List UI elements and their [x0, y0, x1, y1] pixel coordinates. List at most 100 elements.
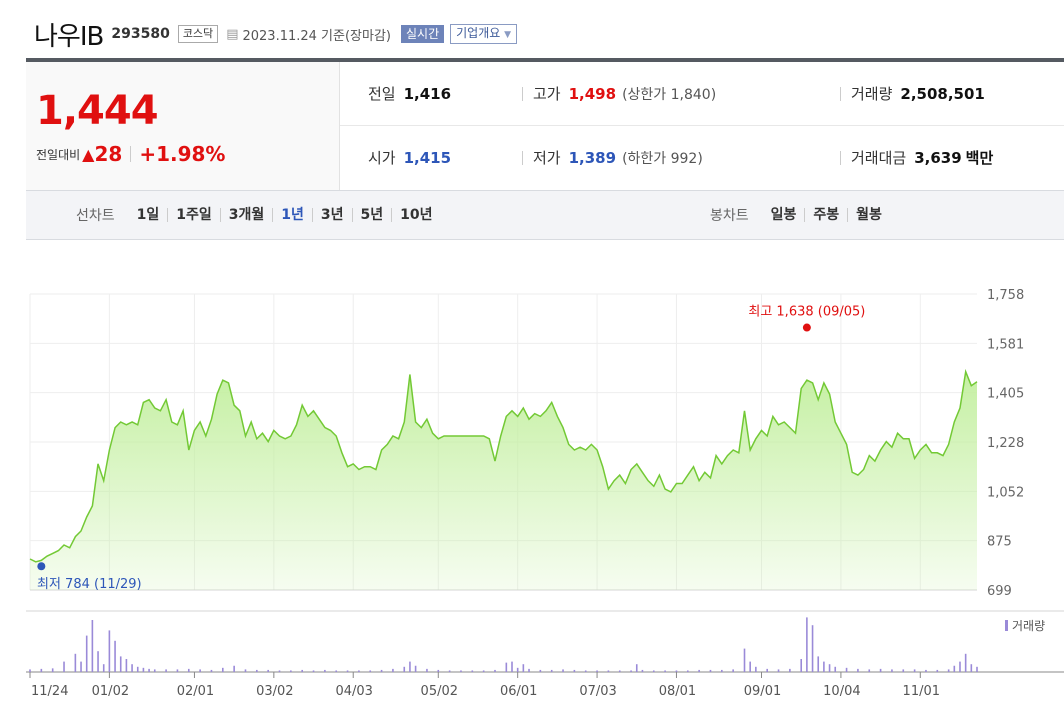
y-tick-label: 1,758 — [987, 288, 1024, 303]
price-line — [29, 368, 978, 563]
company-info-button[interactable]: 기업개요 ▼ — [450, 24, 518, 44]
price-chart: 1,758 1,581 1,405 1,228 1,052 875 699 최고 1,638… — [26, 288, 1064, 699]
caret-down-icon: ▼ — [504, 30, 512, 40]
volume-bar — [607, 670, 610, 672]
change-amount: 28 — [94, 142, 123, 166]
volume-bar — [857, 668, 859, 672]
volume-bar — [550, 669, 553, 672]
volume-bar — [630, 670, 632, 672]
y-tick-label: 1,052 — [987, 485, 1024, 500]
x-tick-label: 10/04 — [823, 684, 860, 699]
candle-monthly[interactable]: 월봉 — [847, 208, 890, 222]
period-1w[interactable]: 1주일 — [167, 208, 220, 222]
x-tick-label: 07/03 — [579, 684, 616, 699]
price-change: 전일대비 ▲ 28 +1.98% — [36, 142, 225, 166]
volume-bar — [210, 669, 213, 672]
cell-divider — [840, 150, 841, 165]
x-tick-label: 05/02 — [421, 684, 458, 699]
volume-bar — [91, 620, 94, 672]
volume-bar — [721, 669, 723, 672]
volume-bar — [584, 670, 587, 672]
candle-daily[interactable]: 일봉 — [770, 207, 797, 223]
prev-close-cell: 전일 1,416 — [368, 62, 451, 125]
volume-bar — [618, 670, 621, 672]
volume-bar — [222, 667, 224, 672]
high-point-marker — [802, 323, 811, 332]
price-stats: 전일 1,416 고가 1,498 (상한가 1,840) 거래량 2,508,… — [340, 62, 1064, 190]
period-3m[interactable]: 3개월 — [219, 208, 273, 222]
volume-bar — [539, 669, 542, 672]
realtime-button[interactable]: 실시간 — [401, 25, 445, 43]
volume-bar — [664, 670, 666, 672]
volume-bar — [153, 669, 156, 672]
volume-bar — [976, 666, 978, 672]
lower-limit: (하한가 992) — [622, 150, 703, 167]
volume-legend-label: 거래량 — [1012, 619, 1045, 633]
y-tick-label: 1,405 — [987, 387, 1024, 402]
trade-value-cell: 거래대금 3,639 백만 — [840, 126, 993, 189]
volume-bar — [165, 669, 167, 672]
volume-bar — [369, 670, 372, 672]
volume-bar — [811, 625, 814, 672]
change-label: 전일대비 — [36, 147, 81, 162]
volume-bar — [448, 670, 451, 672]
volume-bar — [142, 667, 145, 672]
volume-bar — [312, 670, 315, 672]
volume-bar — [63, 661, 65, 672]
volume-cell: 거래량 2,508,501 — [840, 62, 985, 125]
period-1y[interactable]: 1년 — [272, 208, 312, 222]
open-label: 시가 — [368, 149, 396, 167]
x-tick-label: 08/01 — [659, 684, 696, 699]
low-annotation: 최저 784 (11/29) — [37, 577, 142, 592]
x-tick-label: 03/02 — [256, 684, 293, 699]
y-tick-label: 1,228 — [987, 436, 1024, 451]
volume-bar — [879, 668, 882, 672]
volume-bar — [511, 661, 513, 672]
volume-bar — [806, 617, 808, 672]
volume-bar — [114, 640, 116, 672]
volume-bar — [471, 670, 474, 672]
volume-value: 2,508,501 — [900, 84, 985, 103]
volume-bar — [267, 669, 269, 672]
calendar-icon: ▤ — [226, 26, 239, 42]
volume-bar — [596, 670, 598, 672]
volume-bar — [828, 664, 831, 672]
period-1d[interactable]: 1일 — [136, 207, 160, 223]
volume-bar — [749, 661, 751, 672]
x-tick-label: 01/02 — [92, 684, 129, 699]
open-value: 1,415 — [403, 148, 452, 167]
volume-bar — [953, 665, 956, 672]
line-chart-label: 선차트 — [76, 208, 115, 224]
y-tick-label: 699 — [987, 584, 1012, 599]
volume-bar — [392, 668, 394, 672]
period-5y[interactable]: 5년 — [351, 208, 392, 222]
volume-bar — [573, 669, 576, 672]
candle-weekly[interactable]: 주봉 — [804, 208, 847, 222]
volume-bar — [414, 665, 417, 672]
volume-bar — [97, 651, 99, 672]
volume-bar — [51, 668, 54, 672]
high-label: 고가 — [533, 85, 561, 103]
volume-bar — [74, 653, 77, 672]
date-text: 2023.11.24 기준(장마감) — [242, 28, 391, 44]
volume-bar — [437, 669, 440, 672]
period-10y[interactable]: 10년 — [391, 208, 440, 222]
period-3y[interactable]: 3년 — [311, 208, 352, 222]
header-divider — [26, 58, 1064, 62]
prev-close-label: 전일 — [368, 85, 396, 103]
high-cell: 고가 1,498 (상한가 1,840) — [522, 62, 716, 125]
x-tick-label: 04/03 — [335, 684, 372, 699]
volume-bar — [301, 669, 303, 672]
volume-bar — [131, 664, 133, 672]
company-info-label: 기업개요 — [456, 26, 501, 40]
volume-bar — [777, 669, 780, 672]
volume-bar — [675, 670, 678, 672]
volume-bar — [641, 669, 644, 672]
stock-header: 나우IB 293580 코스닥 ▤ 2023.11.24 기준(장마감) 실시간… — [34, 18, 518, 52]
volume-bar — [868, 669, 871, 672]
low-point-marker — [37, 562, 46, 571]
open-cell: 시가 1,415 — [368, 126, 451, 189]
upper-limit: (상한가 1,840) — [622, 86, 717, 103]
volume-bar — [136, 666, 139, 672]
volume-bar — [964, 653, 967, 672]
